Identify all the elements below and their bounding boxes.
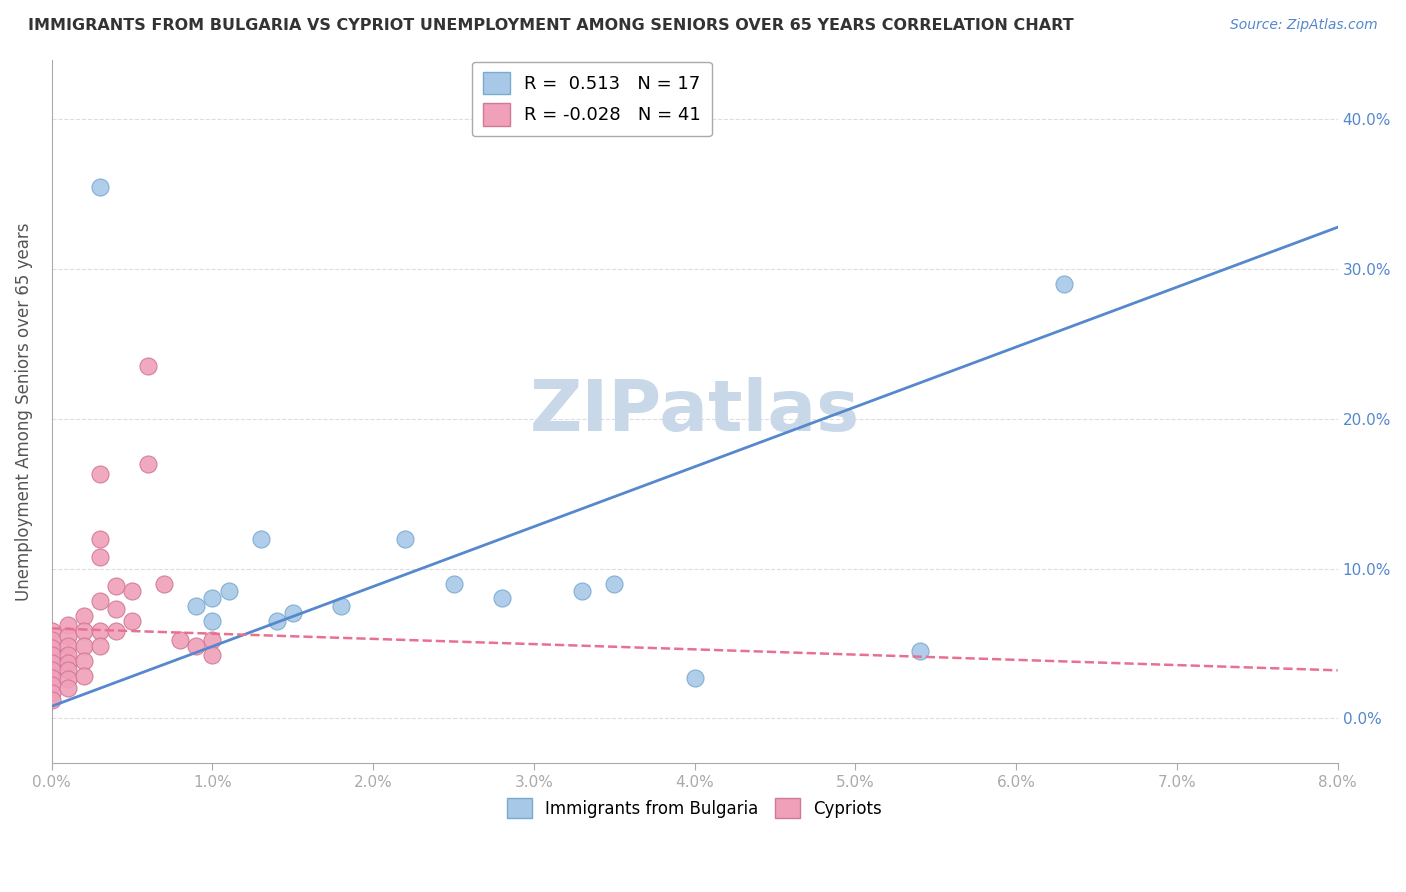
Point <box>56 618 79 632</box>
Point <box>105 624 128 639</box>
Point <box>41 648 63 663</box>
Point <box>56 656 79 670</box>
Point <box>89 549 111 564</box>
Point <box>73 609 96 624</box>
Text: Source: ZipAtlas.com: Source: ZipAtlas.com <box>1230 18 1378 32</box>
Point <box>89 624 111 639</box>
Point <box>201 648 224 663</box>
Point <box>266 614 288 628</box>
Point <box>136 457 159 471</box>
Point <box>201 591 224 606</box>
Y-axis label: Unemployment Among Seniors over 65 years: Unemployment Among Seniors over 65 years <box>15 222 32 600</box>
Point <box>683 671 706 685</box>
Point <box>249 532 271 546</box>
Point <box>73 669 96 683</box>
Point <box>571 584 593 599</box>
Point <box>41 671 63 685</box>
Point <box>136 359 159 374</box>
Point <box>186 640 208 654</box>
Text: IMMIGRANTS FROM BULGARIA VS CYPRIOT UNEMPLOYMENT AMONG SENIORS OVER 65 YEARS COR: IMMIGRANTS FROM BULGARIA VS CYPRIOT UNEM… <box>28 18 1074 33</box>
Point <box>89 640 111 654</box>
Point <box>56 681 79 696</box>
Point <box>73 624 96 639</box>
Point <box>89 594 111 608</box>
Point <box>121 614 143 628</box>
Point <box>56 648 79 663</box>
Point <box>186 599 208 613</box>
Point <box>41 656 63 670</box>
Point <box>56 663 79 677</box>
Point <box>201 633 224 648</box>
Point <box>73 654 96 668</box>
Point <box>1053 277 1076 292</box>
Legend: Immigrants from Bulgaria, Cypriots: Immigrants from Bulgaria, Cypriots <box>501 791 889 825</box>
Point <box>56 673 79 687</box>
Point <box>41 686 63 700</box>
Point <box>491 591 513 606</box>
Point <box>281 607 304 621</box>
Point <box>56 640 79 654</box>
Point <box>443 576 465 591</box>
Point <box>41 693 63 707</box>
Point <box>89 467 111 482</box>
Point <box>73 640 96 654</box>
Point <box>218 584 240 599</box>
Point <box>169 633 191 648</box>
Point <box>121 584 143 599</box>
Point <box>89 532 111 546</box>
Point <box>105 602 128 616</box>
Point <box>201 614 224 628</box>
Point <box>41 624 63 639</box>
Point <box>105 580 128 594</box>
Point <box>56 629 79 643</box>
Point <box>603 576 626 591</box>
Point <box>41 640 63 655</box>
Point <box>394 532 416 546</box>
Point <box>41 663 63 677</box>
Point <box>89 179 111 194</box>
Point <box>908 644 931 658</box>
Point <box>153 576 176 591</box>
Point <box>41 678 63 692</box>
Point <box>41 633 63 648</box>
Point <box>330 599 353 613</box>
Text: ZIPatlas: ZIPatlas <box>530 376 859 446</box>
